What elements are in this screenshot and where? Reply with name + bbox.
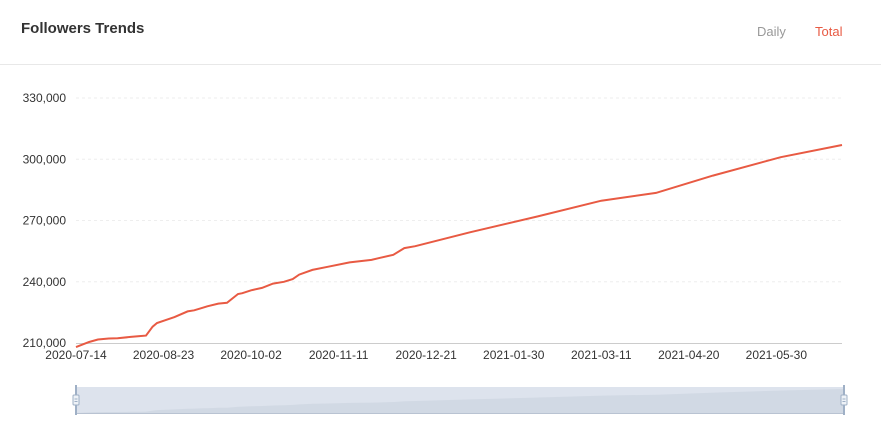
- y-tick-label: 300,000: [23, 152, 67, 166]
- slider-handle-left[interactable]: [72, 385, 80, 415]
- x-tick-label: 2021-04-20: [658, 348, 720, 362]
- x-tick-label: 2021-01-30: [483, 348, 545, 362]
- y-tick-label: 240,000: [23, 275, 67, 289]
- slider-handle-right[interactable]: [840, 385, 848, 415]
- series-line-total: [75, 144, 843, 349]
- x-tick-label: 2020-07-14: [45, 348, 107, 362]
- x-tick-label: 2020-11-11: [309, 348, 369, 362]
- slider-handle-grip[interactable]: [72, 394, 80, 406]
- y-tick-label: 210,000: [23, 336, 67, 350]
- zoom-slider[interactable]: [72, 385, 848, 415]
- y-axis-ticks: 210,000 240,000 270,000 300,000 330,000: [23, 91, 67, 350]
- slider-preview-area: [76, 389, 844, 413]
- gridlines: [76, 97, 842, 283]
- x-tick-label: 2020-12-21: [395, 348, 457, 362]
- x-axis-ticks: 2020-07-14 2020-08-23 2020-10-02 2020-11-11…: [45, 348, 807, 362]
- x-tick-label: 2020-10-02: [220, 348, 282, 362]
- y-tick-label: 270,000: [23, 214, 67, 228]
- x-tick-label: 2021-05-30: [746, 348, 808, 362]
- card-header: Followers Trends Daily Total: [0, 0, 881, 65]
- chart-title: Followers Trends: [21, 20, 145, 37]
- x-tick-label: 2020-08-23: [133, 348, 195, 362]
- x-tick-label: 2021-03-11: [571, 348, 632, 362]
- y-tick-label: 330,000: [23, 91, 67, 105]
- daily-toggle[interactable]: Daily: [757, 24, 786, 39]
- total-toggle[interactable]: Total: [815, 24, 843, 39]
- slider-handle-grip[interactable]: [840, 394, 848, 406]
